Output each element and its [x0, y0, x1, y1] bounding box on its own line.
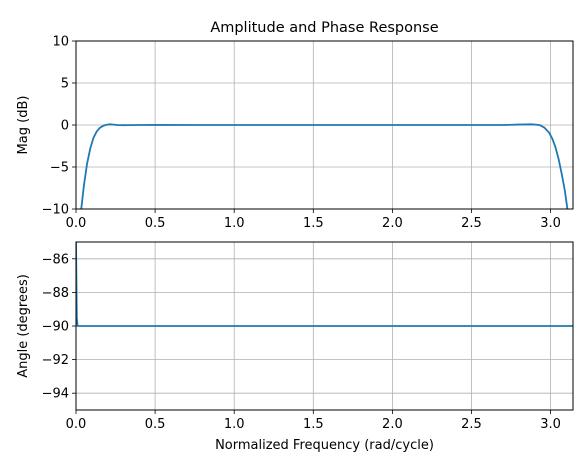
magnitude-x-tick-label: 2.5	[461, 216, 482, 231]
phase-axes: 0.0 0.5 1.0 1.5 2.0 2.5 3.0 −86 −88 −90 −92 −94 An…	[16, 241, 574, 453]
magnitude-x-tick-label: 1.5	[303, 216, 324, 231]
magnitude-x-tick-label: 3.0	[540, 216, 561, 231]
magnitude-response-line	[80, 123, 569, 209]
magnitude-series	[80, 123, 569, 209]
phase-y-tick-label: −86	[42, 252, 69, 267]
magnitude-y-tick-label: −10	[42, 203, 69, 218]
phase-x-tick-label: 3.0	[540, 417, 561, 432]
x-axis-label: Normalized Frequency (rad/cycle)	[215, 438, 434, 453]
phase-y-tick-label: −90	[42, 320, 69, 335]
magnitude-y-tick-label: 5	[61, 77, 69, 92]
magnitude-y-axis-label: Mag (dB)	[16, 96, 31, 155]
magnitude-x-tick-label: 0.0	[66, 216, 87, 231]
phase-x-tick-label: 0.0	[66, 417, 87, 432]
phase-y-tick-label: −94	[42, 387, 69, 402]
phase-x-tick-label: 2.5	[461, 417, 482, 432]
phase-x-ticks: 0.0 0.5 1.0 1.5 2.0 2.5 3.0	[66, 410, 561, 432]
magnitude-x-tick-label: 2.0	[382, 216, 403, 231]
phase-y-tick-label: −88	[42, 286, 69, 301]
magnitude-x-tick-label: 1.0	[224, 216, 245, 231]
magnitude-axes: Amplitude and Phase Response 0.0 0.5 1.0 1.…	[16, 20, 574, 231]
magnitude-x-tick-label: 0.5	[145, 216, 166, 231]
phase-y-tick-label: −92	[42, 353, 69, 368]
phase-x-tick-label: 0.5	[145, 417, 166, 432]
magnitude-y-tick-label: 10	[52, 35, 69, 50]
magnitude-y-ticks: 10 5 0 −5 −10	[42, 35, 76, 218]
phase-x-tick-label: 1.5	[303, 417, 324, 432]
chart-title: Amplitude and Phase Response	[210, 20, 438, 36]
magnitude-y-tick-label: 0	[61, 119, 69, 134]
phase-x-tick-label: 1.0	[224, 417, 245, 432]
phase-y-ticks: −86 −88 −90 −92 −94	[42, 252, 76, 402]
phase-x-tick-label: 2.0	[382, 417, 403, 432]
magnitude-y-tick-label: −5	[50, 161, 69, 176]
phase-y-axis-label: Angle (degrees)	[16, 274, 31, 378]
magnitude-x-ticks: 0.0 0.5 1.0 1.5 2.0 2.5 3.0	[66, 209, 561, 231]
